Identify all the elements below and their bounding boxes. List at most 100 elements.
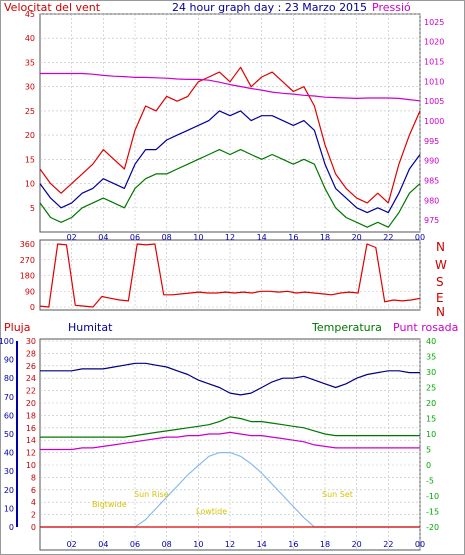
direction-axis-tick-label: 270 xyxy=(20,256,35,265)
humidity-axis-tick-label: 80 xyxy=(4,374,14,383)
time-axis-tick-label: 02 xyxy=(67,540,77,549)
pressure-axis-tick-label: 980 xyxy=(424,196,439,205)
rain-axis-tick-label: 16 xyxy=(26,424,36,433)
time-axis-tick-label: 10 xyxy=(193,233,203,242)
rain-axis-tick-label: 24 xyxy=(26,374,36,383)
time-axis-tick-label: 12 xyxy=(225,233,235,242)
pressure-axis-tick-label: 990 xyxy=(424,157,439,166)
rain-axis-tick-label: 8 xyxy=(31,473,36,482)
rain-axis-tick-label: 10 xyxy=(26,461,36,470)
time-axis-tick-label: 14 xyxy=(257,233,267,242)
pressure-line xyxy=(40,72,421,102)
time-axis-tick-label: 20 xyxy=(352,540,362,549)
time-axis-tick-label: 20 xyxy=(352,233,362,242)
low-tide-annotation: Lowtide xyxy=(196,507,227,516)
wind-direction-line xyxy=(39,243,421,308)
time-axis-tick-label: 18 xyxy=(320,233,330,242)
wind-axis-tick-label: 15 xyxy=(25,155,35,164)
humidity-axis-tick-label: 0 xyxy=(9,523,14,532)
pressure-label: Pressió xyxy=(372,1,411,14)
direction-axis-tick-label: 180 xyxy=(20,272,35,281)
pressure-axis-tick-label: 1005 xyxy=(424,97,444,106)
pressure-axis-tick-label: 1015 xyxy=(424,58,444,67)
rain-axis-tick-label: 18 xyxy=(26,411,36,420)
humidity-axis-tick-label: 10 xyxy=(4,504,14,513)
wind-axis-tick-label: 45 xyxy=(25,10,35,19)
time-axis-tick-label: 00 xyxy=(415,540,425,549)
rain-axis-tick-label: 0 xyxy=(31,523,36,532)
temperature-axis-tick-label: -5 xyxy=(426,477,434,486)
time-axis-tick-label: 18 xyxy=(320,540,330,549)
time-axis-tick-label: 04 xyxy=(98,233,108,242)
temperature-axis-tick-label: 15 xyxy=(426,415,436,424)
time-axis-tick-label: 10 xyxy=(193,540,203,549)
time-axis-tick-label: 12 xyxy=(225,540,235,549)
wind-gust-line xyxy=(39,66,421,204)
humidity-axis-tick-label: 100 xyxy=(0,337,14,346)
twilight-start-annotation: Bigtwide xyxy=(92,500,127,509)
humidity-axis-tick-label: 90 xyxy=(4,356,14,365)
temperature-axis-tick-label: 0 xyxy=(426,461,431,470)
time-axis-tick-label: 22 xyxy=(383,233,393,242)
temperature-axis-tick-label: 20 xyxy=(426,399,436,408)
temperature-label: Temperatura xyxy=(311,321,382,334)
time-axis-tick-label: 06 xyxy=(130,233,140,242)
time-axis-tick-label: 00 xyxy=(415,233,425,242)
pressure-axis-tick-label: 1000 xyxy=(424,117,444,126)
wind-label: Velocitat del vent xyxy=(4,1,101,14)
temperature-axis-tick-label: 35 xyxy=(426,353,436,362)
humidity-label: Humitat xyxy=(68,321,113,334)
dewpoint-label: Punt rosada xyxy=(393,321,458,334)
pressure-axis-tick-label: 1010 xyxy=(424,77,444,86)
temperature-axis-tick-label: 10 xyxy=(426,430,436,439)
time-axis-tick-label: 08 xyxy=(162,540,172,549)
pressure-axis-tick-label: 975 xyxy=(424,216,439,225)
time-axis-tick-label: 16 xyxy=(288,540,298,549)
time-axis-tick-label: 04 xyxy=(98,540,108,549)
dewpoint-line xyxy=(40,431,420,451)
direction-axis-tick-label: 90 xyxy=(25,287,35,296)
humidity-axis-tick-label: 60 xyxy=(4,411,14,420)
time-axis-tick-label: 16 xyxy=(288,233,298,242)
compass-e: E xyxy=(436,291,444,305)
rain-axis-tick-label: 4 xyxy=(31,498,36,507)
wind-axis-tick-label: 10 xyxy=(25,180,35,189)
wind-min-line xyxy=(39,149,421,228)
temperature-axis-tick-label: 30 xyxy=(426,368,436,377)
rain-axis-tick-label: 28 xyxy=(26,349,36,358)
time-axis-tick-label: 14 xyxy=(257,540,267,549)
humidity-axis-tick-label: 70 xyxy=(4,393,14,402)
wind-axis-tick-label: 20 xyxy=(25,131,35,140)
rain-axis-tick-label: 26 xyxy=(26,362,36,371)
temperature-axis-tick-label: 5 xyxy=(426,446,431,455)
wind-axis-tick-label: 5 xyxy=(30,204,35,213)
sunrise-annotation: Sun Rise xyxy=(134,490,169,499)
wind-axis-tick-label: 35 xyxy=(25,58,35,67)
pressure-axis-tick-label: 1020 xyxy=(424,38,444,47)
humidity-axis-tick-label: 30 xyxy=(4,467,14,476)
direction-axis-tick-label: 360 xyxy=(20,240,35,249)
temperature-axis-tick-label: 40 xyxy=(426,337,436,346)
temperature-line xyxy=(40,416,420,438)
temperature-axis-tick-label: 25 xyxy=(426,384,436,393)
compass-n-bottom: N xyxy=(436,305,445,319)
rain-axis-tick-label: 2 xyxy=(31,511,36,520)
humidity-axis-tick-label: 40 xyxy=(4,449,14,458)
pressure-axis-tick-label: 995 xyxy=(424,137,439,146)
compass-n-top: N xyxy=(436,240,445,254)
wind-axis-tick-label: 30 xyxy=(25,83,35,92)
rain-label: Pluja xyxy=(4,321,30,334)
rain-axis-tick-label: 22 xyxy=(26,387,36,396)
compass-w: W xyxy=(435,258,447,272)
rain-axis-tick-label: 20 xyxy=(26,399,36,408)
compass-s: S xyxy=(436,275,444,289)
wind-axis-tick-label: 25 xyxy=(25,107,35,116)
sunset-annotation: Sun Set xyxy=(322,490,353,499)
temperature-axis-tick-label: -15 xyxy=(426,508,439,517)
rain-axis-tick-label: 30 xyxy=(26,337,36,346)
time-axis-tick-label: 08 xyxy=(162,233,172,242)
time-axis-tick-label: 06 xyxy=(130,540,140,549)
wind-average-line xyxy=(39,110,421,214)
rain-axis-tick-label: 12 xyxy=(26,449,36,458)
